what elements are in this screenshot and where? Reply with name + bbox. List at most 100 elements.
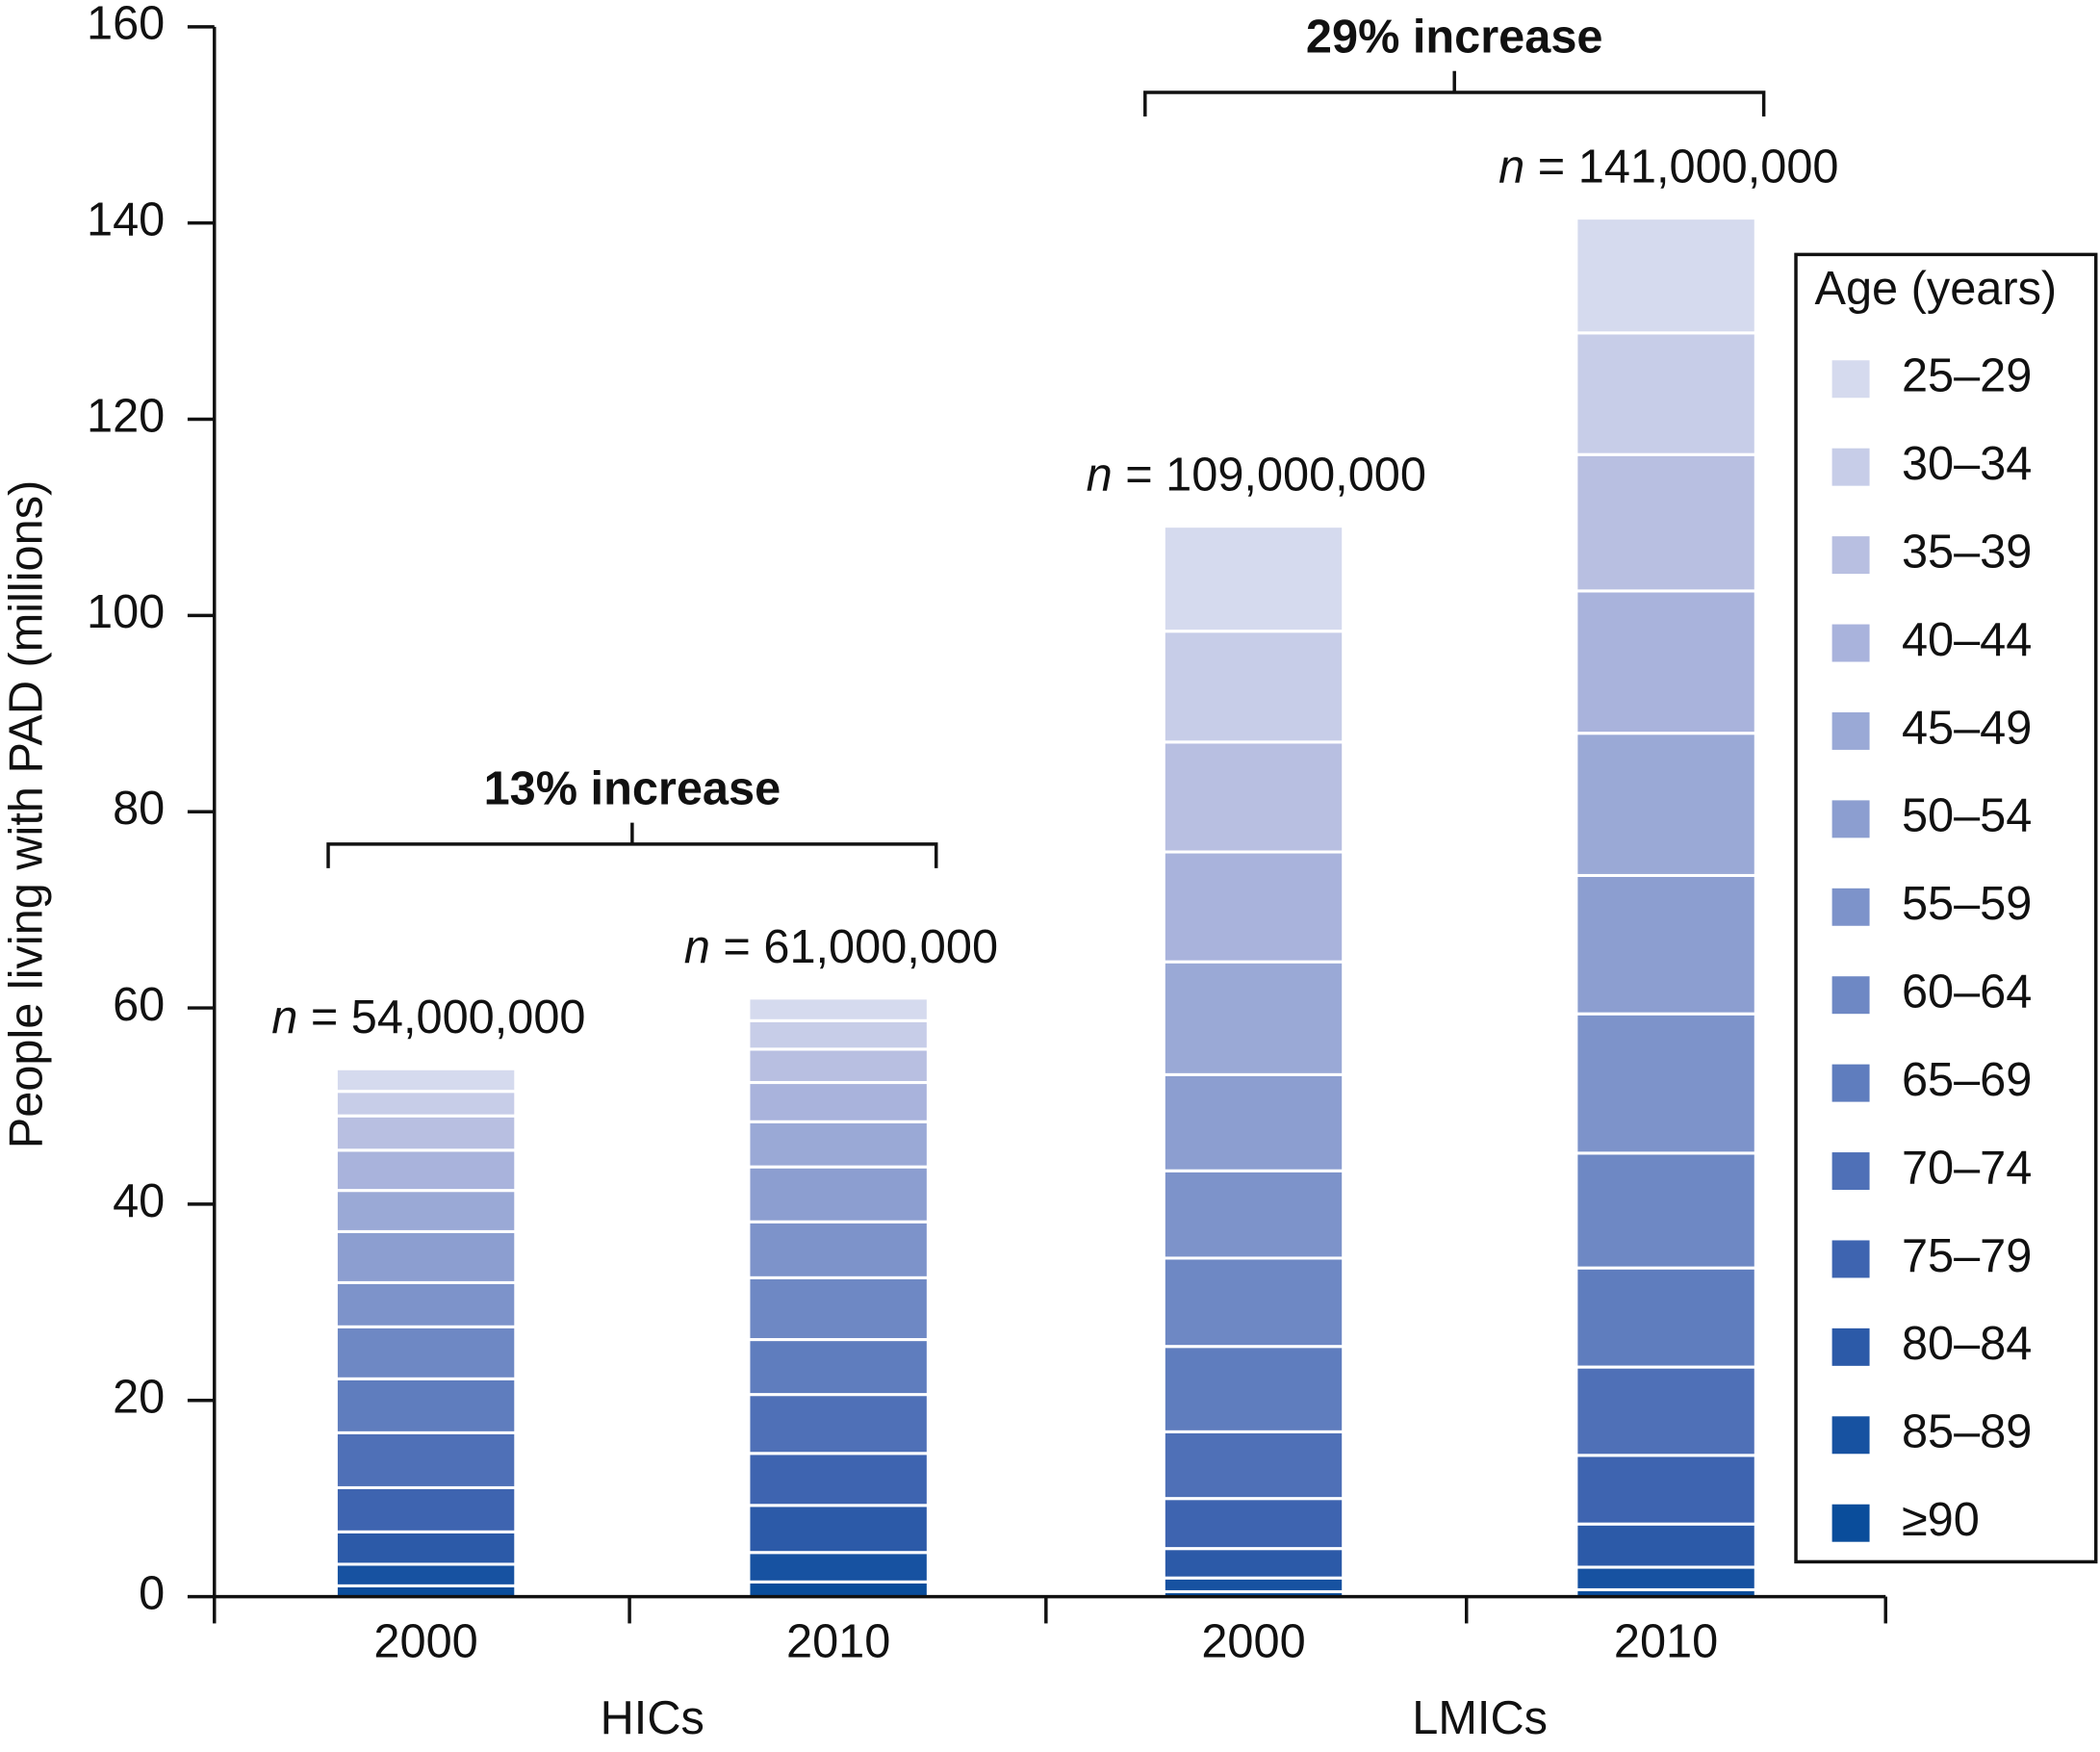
y-tick-label: 100 (87, 586, 165, 638)
change-label: 29% increase (1306, 12, 1603, 64)
bar-segment (747, 1018, 930, 1051)
legend-swatch (1831, 1504, 1870, 1542)
bar-segment (1575, 1012, 1757, 1155)
legend-swatch (1831, 1152, 1870, 1191)
bar-segment (334, 1325, 518, 1380)
bar-segment (1575, 1365, 1757, 1457)
bar-segment (747, 1580, 930, 1599)
group-label: HICs (601, 1692, 704, 1744)
bar-segment (1162, 1547, 1345, 1580)
group-label: LMICs (1412, 1692, 1548, 1744)
bar-segment (334, 1090, 518, 1118)
legend-label: 85–89 (1902, 1406, 2032, 1458)
bar-segment (747, 1338, 930, 1397)
bar-segment (334, 1430, 518, 1489)
bar-segment (1575, 589, 1757, 735)
bar-segment (334, 1485, 518, 1533)
bar-segment (1575, 1454, 1757, 1526)
bar-segment (334, 1114, 518, 1152)
y-tick-label: 60 (113, 979, 165, 1031)
legend-label: ≥90 (1902, 1494, 1980, 1546)
legend-label: 55–59 (1902, 878, 2032, 930)
bar-segment (1575, 873, 1757, 1016)
bracket (326, 822, 938, 868)
bar-segment (334, 1377, 518, 1434)
bar-segment (747, 1504, 930, 1555)
bar-segment (1575, 452, 1757, 593)
bar-segment (334, 1189, 518, 1233)
legend-swatch (1831, 360, 1870, 399)
legend-label: 40–44 (1902, 614, 2032, 666)
bar-segment (1162, 525, 1345, 633)
legend-swatch (1831, 624, 1870, 662)
bar-segment (1162, 740, 1345, 854)
bar-segment (334, 1067, 518, 1094)
legend-label: 35–39 (1902, 526, 2032, 578)
bar-segment (747, 1551, 930, 1584)
legend-label: 30–34 (1902, 438, 2032, 490)
x-tick-label: 2010 (786, 1616, 890, 1668)
legend-label: 50–54 (1902, 790, 2032, 842)
bar-segment (747, 1047, 930, 1085)
bar-segment (334, 1148, 518, 1193)
legend-swatch (1831, 448, 1870, 486)
bar-segment (334, 1562, 518, 1587)
y-tick-label: 140 (87, 194, 165, 246)
bar-segment (1575, 1565, 1757, 1591)
bar-segment (1162, 1256, 1345, 1349)
bar-segment (747, 996, 930, 1022)
legend-swatch (1831, 800, 1870, 838)
bar-segment (1162, 1497, 1345, 1551)
bar-segment (1162, 1430, 1345, 1501)
legend-label: 75–79 (1902, 1230, 2032, 1282)
legend-swatch (1831, 1064, 1870, 1102)
bar-segment (1162, 1072, 1345, 1172)
bar-segment (1575, 732, 1757, 877)
bar-segment (334, 1229, 518, 1284)
legend-label: 25–29 (1902, 350, 2032, 402)
bar-segment (1162, 1169, 1345, 1260)
bar-segment (1162, 1345, 1345, 1433)
bar-segment (747, 1080, 930, 1123)
total-label: n = 54,000,000 (271, 992, 585, 1043)
bar-segment (747, 1165, 930, 1224)
bar-segment (1575, 217, 1757, 335)
legend-swatch (1831, 888, 1870, 926)
bar-segment (747, 1452, 930, 1507)
y-tick-label: 0 (139, 1567, 165, 1619)
bar-segment (747, 1220, 930, 1279)
y-tick-label: 120 (87, 390, 165, 442)
bracket (1143, 70, 1766, 117)
legend-label: 70–74 (1902, 1142, 2032, 1194)
legend-label: 45–49 (1902, 702, 2032, 754)
y-axis-label: People living with PAD (millions) (1, 480, 53, 1149)
bar-segment (1162, 630, 1345, 744)
legend-label: 80–84 (1902, 1318, 2032, 1370)
bar-segment (747, 1275, 930, 1342)
y-tick-label: 160 (87, 0, 165, 50)
bar-segment (334, 1280, 518, 1328)
bar-segment (747, 1393, 930, 1456)
total-label: n = 61,000,000 (684, 921, 998, 973)
y-tick-label: 20 (113, 1372, 165, 1424)
x-tick-label: 2010 (1614, 1616, 1718, 1668)
legend-swatch (1831, 976, 1870, 1015)
legend-swatch (1831, 536, 1870, 575)
bar-segment (1575, 1266, 1757, 1369)
total-label: n = 141,000,000 (1498, 141, 1838, 193)
legend-swatch (1831, 711, 1870, 750)
legend-swatch (1831, 1416, 1870, 1455)
y-tick-label: 80 (113, 783, 165, 835)
bar-segment (334, 1530, 518, 1566)
bar-segment (1575, 1151, 1757, 1270)
bar-segment (1162, 960, 1345, 1076)
change-label: 13% increase (484, 762, 781, 814)
x-tick-label: 2000 (1201, 1616, 1305, 1668)
bar-segment (1162, 850, 1345, 964)
bar-segment (1575, 331, 1757, 456)
legend-label: 65–69 (1902, 1054, 2032, 1106)
legend-swatch (1831, 1240, 1870, 1278)
legend-title: Age (years) (1815, 263, 2058, 315)
